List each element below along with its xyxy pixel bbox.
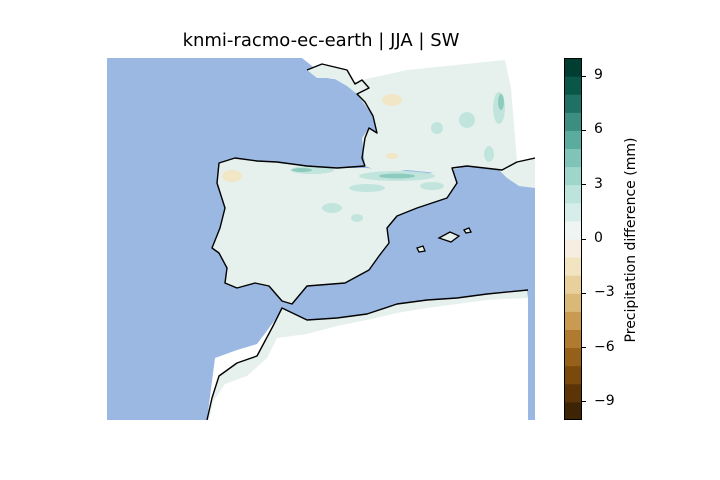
colorbar-segment — [564, 329, 582, 349]
colorbar-segment — [564, 94, 582, 113]
outside-domain-area-north — [505, 58, 535, 162]
colorbar-segment — [564, 401, 582, 421]
colorbar-graphic — [564, 58, 582, 421]
colorbar-tick-label: −9 — [594, 392, 615, 409]
colorbar-tick-label: 0 — [594, 230, 603, 246]
colorbar-segment — [564, 383, 582, 403]
outside-domain-area — [107, 294, 528, 420]
colorbar-segment — [564, 184, 582, 204]
colorbar-tick-label: 6 — [594, 121, 603, 138]
colorbar-segment — [564, 148, 582, 168]
colorbar-border — [564, 58, 582, 420]
colorbar-tick-label: −6 — [594, 338, 615, 355]
colorbar-segment — [564, 257, 582, 276]
colorbar-tick-mark — [582, 347, 586, 349]
france-land — [307, 60, 517, 173]
colorbar-tick-mark — [582, 184, 586, 186]
iberia-land — [212, 158, 457, 304]
colorbar-segment — [564, 76, 582, 95]
colorbar-tick-mark — [582, 238, 586, 240]
colorbar-segment — [564, 347, 582, 367]
colorbar — [564, 58, 582, 421]
map-canvas — [107, 58, 536, 421]
colorbar-tick-label: 9 — [594, 67, 603, 84]
balearic-islands — [437, 231, 461, 243]
north-africa-land — [207, 290, 528, 420]
colorbar-tick-mark — [582, 129, 586, 131]
colorbar-segment — [564, 239, 582, 258]
colorbar-tick-label: −3 — [594, 284, 615, 301]
colorbar-segment — [564, 112, 582, 131]
colorbar-segment — [564, 166, 582, 186]
colorbar-tick-mark — [582, 75, 586, 77]
colorbar-segment — [564, 311, 582, 330]
coastlines — [206, 63, 536, 421]
colorbar-tick-label: 3 — [594, 175, 603, 192]
colorbar-segment — [564, 275, 582, 294]
colorbar-segment — [564, 293, 582, 312]
map-title: knmi-racmo-ec-earth | JJA | SW — [182, 30, 460, 51]
precip-strong-patches — [292, 94, 504, 179]
colorbar-segment — [564, 130, 582, 149]
colorbar-segment — [564, 202, 582, 222]
colorbar-label: Precipitation difference (mm) — [623, 137, 639, 343]
colorbar-segment — [564, 58, 582, 77]
colorbar-segment — [564, 365, 582, 385]
east-land — [497, 158, 535, 188]
colorbar-tick-mark — [582, 292, 586, 294]
colorbar-tick-mark — [582, 401, 586, 403]
precip-dry-patches — [222, 94, 402, 182]
colorbar-segment — [564, 220, 582, 240]
map-panel — [107, 58, 536, 421]
